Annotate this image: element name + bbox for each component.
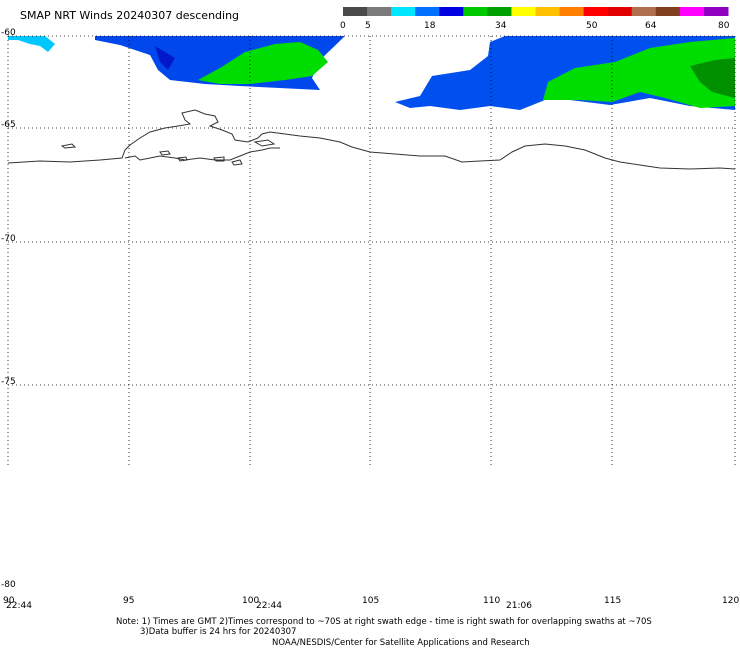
colorbar-segment	[415, 7, 440, 16]
colorbar-segment	[343, 7, 368, 16]
colorbar	[343, 7, 729, 16]
colorbar-segment	[679, 7, 705, 16]
colorbar-segment	[607, 7, 633, 16]
lon-label-105: 105	[362, 596, 380, 606]
time-label-2: 22:44	[256, 601, 282, 611]
lon-label-95: 95	[123, 596, 135, 606]
lon-label-90: 90	[3, 596, 15, 606]
swath-green-left	[198, 42, 328, 84]
colorbar-segment	[463, 7, 488, 16]
swath-cyan-left	[8, 36, 55, 52]
lon-label-110: 110	[483, 596, 501, 606]
lat-label-60: -60	[1, 28, 16, 38]
colorbar-label-18: 18	[424, 21, 436, 31]
coastline	[7, 109, 736, 170]
colorbar-segment	[631, 7, 657, 16]
lon-label-120: 120	[722, 596, 740, 606]
lat-label-65: -65	[1, 120, 16, 130]
note-line-2: 3)Data buffer is 24 hrs for 20240307	[140, 627, 297, 637]
colorbar-label-50: 50	[586, 21, 598, 31]
colorbar-segment	[583, 7, 609, 16]
note-line-1: Note: 1) Times are GMT 2)Times correspon…	[116, 617, 652, 627]
colorbar-label-5: 5	[365, 21, 371, 31]
colorbar-segment	[655, 7, 681, 16]
colorbar-segment	[535, 7, 561, 16]
lon-label-115: 115	[604, 596, 622, 606]
swath-darkgreen-right	[690, 58, 735, 98]
colorbar-segment	[439, 7, 464, 16]
lat-label-80: -80	[1, 580, 16, 590]
colorbar-label-64: 64	[645, 21, 657, 31]
colorbar-label-34: 34	[495, 21, 507, 31]
note-line-3: NOAA/NESDIS/Center for Satellite Applica…	[272, 638, 530, 648]
colorbar-label-0: 0	[340, 21, 346, 31]
swath-darkblue-left-tip	[155, 46, 175, 70]
colorbar-segment	[367, 7, 392, 16]
colorbar-segment	[703, 7, 729, 16]
time-label-3: 21:06	[506, 601, 532, 611]
wind-swaths	[8, 36, 735, 110]
colorbar-segment	[559, 7, 585, 16]
colorbar-label-80: 80	[718, 21, 730, 31]
colorbar-segment	[391, 7, 416, 16]
time-label-1: 22:44	[6, 601, 32, 611]
lon-label-100: 100	[242, 596, 260, 606]
colorbar-segment	[487, 7, 512, 16]
swath-green-right	[543, 38, 735, 108]
lat-label-75: -75	[1, 377, 16, 387]
lat-label-70: -70	[1, 234, 16, 244]
map-title: SMAP NRT Winds 20240307 descending	[20, 9, 240, 22]
colorbar-segment	[511, 7, 536, 16]
